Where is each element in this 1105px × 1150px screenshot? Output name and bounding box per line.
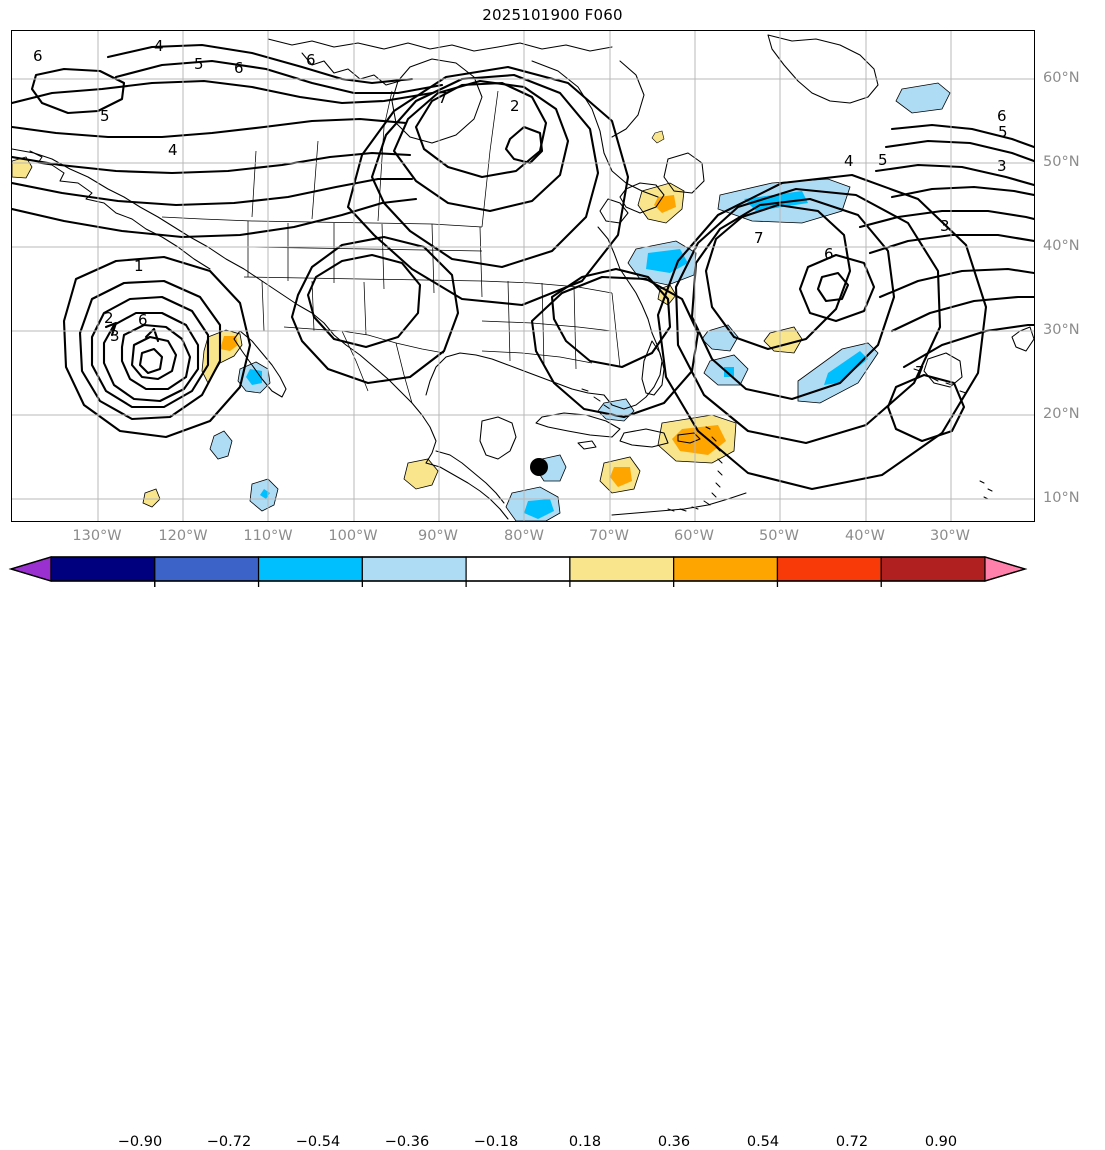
- contour-label: 7: [754, 229, 764, 247]
- cb-tick-label: −0.54: [295, 1134, 341, 1150]
- cb-tick-label: −0.72: [206, 1134, 252, 1150]
- lat-label-10n: 10°N: [1043, 490, 1080, 506]
- contour-label: 3: [997, 157, 1007, 175]
- contour-label: 1: [134, 257, 144, 275]
- cb-tick-label: 0.72: [835, 1134, 869, 1150]
- colorbar-band: [673, 556, 779, 582]
- contour-label: 7: [438, 89, 448, 107]
- map-panel: 6 4 5 6 6 5 4 7 2 1 2 3 6 5 4 6 5 3 3 7: [11, 30, 1035, 522]
- contour-label: 6: [997, 107, 1007, 125]
- contour-label: 3: [940, 217, 950, 235]
- lat-label-60n: 60°N: [1043, 70, 1080, 86]
- contour-label: 6: [824, 245, 834, 263]
- cb-tick-label: 0.36: [657, 1134, 691, 1150]
- lon-label-120w: 120°W: [158, 528, 208, 544]
- lon-label-90w: 90°W: [417, 528, 459, 544]
- lon-label-70w: 70°W: [588, 528, 630, 544]
- lat-label-30n: 30°N: [1043, 322, 1080, 338]
- colorbar-band: [984, 556, 1028, 582]
- colorbar-band: [776, 556, 882, 582]
- cb-tick-label: −0.18: [473, 1134, 519, 1150]
- map-canvas: 6 4 5 6 6 5 4 7 2 1 2 3 6 5 4 6 5 3 3 7: [12, 31, 1034, 521]
- chart-title: 2025101900 F060: [482, 6, 623, 24]
- lon-label-110w: 110°W: [243, 528, 293, 544]
- contour-label: 6: [138, 311, 148, 329]
- cb-tick-label: −0.36: [384, 1134, 430, 1150]
- lon-label-130w: 130°W: [72, 528, 122, 544]
- colorbar-band: [50, 556, 156, 582]
- contour-label: 6: [33, 47, 43, 65]
- contour-layer: [12, 43, 1034, 491]
- colorbar-swatches: [8, 556, 1028, 587]
- colorbar-band: [8, 556, 52, 582]
- lon-label-40w: 40°W: [844, 528, 886, 544]
- lat-label-40n: 40°N: [1043, 238, 1080, 254]
- contour-label: 6: [234, 59, 244, 77]
- contour-label: 4: [154, 37, 164, 55]
- lat-label-50n: 50°N: [1043, 154, 1080, 170]
- contour-label-layer: 6 4 5 6 6 5 4 7 2 1 2 3 6 5 4 6 5 3 3 7: [33, 37, 1008, 381]
- border-layer: [161, 90, 621, 404]
- colorbar-band: [465, 556, 571, 582]
- gridline-layer: [12, 31, 1034, 521]
- lon-label-100w: 100°W: [328, 528, 378, 544]
- contour-label: 4: [844, 152, 854, 170]
- lon-label-50w: 50°W: [758, 528, 800, 544]
- lon-label-80w: 80°W: [503, 528, 545, 544]
- contour-label: 4: [168, 141, 178, 159]
- contour-label: 5: [878, 151, 888, 169]
- colorbar-band: [257, 556, 363, 582]
- forecast-chart-page: 2025101900 F060: [0, 6, 1105, 1150]
- colorbar-band: [154, 556, 260, 582]
- lon-label-30w: 30°W: [929, 528, 971, 544]
- contour-label: 2: [104, 309, 114, 327]
- colorbar-outline: [8, 556, 1028, 582]
- storm-marker: [530, 458, 548, 476]
- colorbar-band: [569, 556, 675, 582]
- contour-label: 3: [110, 327, 120, 345]
- cb-tick-label: −0.90: [117, 1134, 163, 1150]
- contour-label: 5: [998, 123, 1008, 141]
- contour-label: 2: [510, 97, 520, 115]
- shaded-anomaly-layer: [12, 82, 951, 521]
- lon-label-60w: 60°W: [673, 528, 715, 544]
- coastline-layer: [12, 34, 1034, 520]
- contour-label: 6: [306, 51, 316, 69]
- colorbar-band: [880, 556, 986, 582]
- cb-tick-label: 0.90: [924, 1134, 958, 1150]
- contour-label: 5: [194, 55, 204, 73]
- cb-tick-label: 0.54: [746, 1134, 780, 1150]
- contour-label: 5: [100, 107, 110, 125]
- colorbar: −0.90 −0.72 −0.54 −0.36 −0.18 0.18 0.36 …: [0, 548, 1105, 1150]
- colorbar-band: [361, 556, 467, 582]
- contour-label: 7: [915, 363, 925, 381]
- lat-label-20n: 20°N: [1043, 406, 1080, 422]
- cb-tick-label: 0.18: [568, 1134, 602, 1150]
